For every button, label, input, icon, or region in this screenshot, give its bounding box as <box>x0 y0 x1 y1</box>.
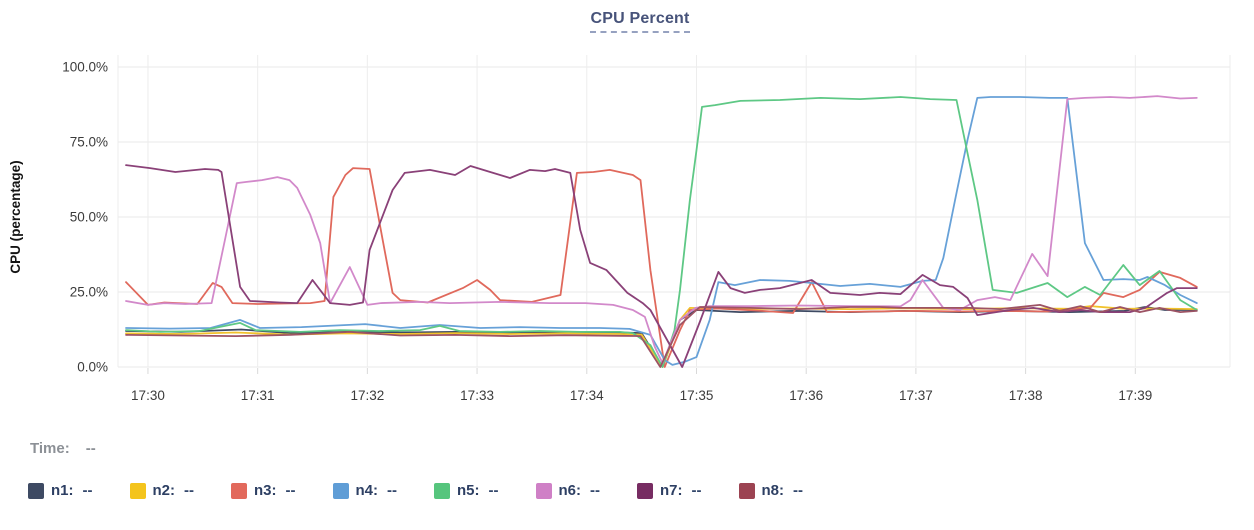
legend-label-n3: n3: <box>254 482 277 499</box>
series-line-n8 <box>125 303 1198 368</box>
y-axis-label: CPU (percentage) <box>8 160 23 273</box>
legend-value-n1: -- <box>82 482 93 499</box>
cpu-chart-svg[interactable]: 0.0% 25.0% 50.0% 75.0% 100.0% 17:30 17:31 17:32… <box>0 0 1254 420</box>
chart-title-row: CPU Percent <box>0 10 1254 33</box>
legend-swatch-n2 <box>129 482 146 499</box>
legend-value-n4: -- <box>387 482 397 499</box>
legend-swatch-n4 <box>332 482 349 499</box>
series-line-n4 <box>125 96 1198 366</box>
x-tick-label: 17:32 <box>350 388 384 403</box>
x-tick-label: 17:39 <box>1118 388 1152 403</box>
series-line-n5 <box>125 96 1198 368</box>
chart-title[interactable]: CPU Percent <box>590 10 690 33</box>
legend-swatch-n5 <box>434 482 450 499</box>
legend-item-n7[interactable]: n7: -- <box>637 482 702 499</box>
y-tick-label: 25.0% <box>70 285 108 300</box>
x-tick-label: 17:31 <box>241 388 275 403</box>
legend-item-n2[interactable]: n2: -- <box>129 482 194 499</box>
legend-label-n6: n6: <box>558 482 582 499</box>
y-tick-label: 100.0% <box>62 60 108 75</box>
x-tick-label: 17:38 <box>1009 388 1043 403</box>
legend-swatch-n1 <box>28 482 44 499</box>
y-tick-label: 50.0% <box>70 210 108 225</box>
legend-label-n4: n4: <box>355 482 379 499</box>
legend-value-n7: -- <box>691 482 702 499</box>
y-tick-label: 75.0% <box>70 135 108 150</box>
legend-value-n2: -- <box>184 482 194 499</box>
legend-swatch-n7 <box>637 482 653 499</box>
legend-swatch-n3 <box>231 482 247 499</box>
legend-swatch-n8 <box>738 482 755 499</box>
legend-value-n8: -- <box>793 482 803 499</box>
series-line-n6 <box>125 95 1198 365</box>
time-label: Time: <box>30 440 70 457</box>
legend-item-n1[interactable]: n1: -- <box>28 482 93 499</box>
legend-swatch-n6 <box>535 482 552 499</box>
x-tick-label: 17:30 <box>131 388 165 403</box>
time-value: -- <box>85 440 96 457</box>
legend-value-n5: -- <box>488 482 499 499</box>
chart-legend: n1: -- n2: -- n3: -- n4: -- n5: -- n6: -- n7: -- n8: -- <box>28 482 803 499</box>
series-line-n7 <box>125 164 1198 368</box>
legend-item-n6[interactable]: n6: -- <box>535 482 600 499</box>
legend-label-n5: n5: <box>457 482 480 499</box>
legend-item-n5[interactable]: n5: -- <box>434 482 499 499</box>
legend-label-n2: n2: <box>152 482 176 499</box>
legend-item-n8[interactable]: n8: -- <box>738 482 803 499</box>
time-readout: Time: -- <box>30 440 96 457</box>
series-line-n1 <box>125 306 1198 368</box>
x-tick-label: 17:37 <box>899 388 933 403</box>
series-line-n3 <box>125 167 1198 368</box>
x-tick-label: 17:35 <box>680 388 714 403</box>
x-tick-label: 17:34 <box>570 388 604 403</box>
legend-value-n6: -- <box>590 482 600 499</box>
legend-value-n3: -- <box>285 482 296 499</box>
y-tick-label: 0.0% <box>77 360 108 375</box>
legend-item-n3[interactable]: n3: -- <box>231 482 296 499</box>
legend-label-n7: n7: <box>660 482 683 499</box>
legend-label-n8: n8: <box>761 482 785 499</box>
x-tick-label: 17:33 <box>460 388 494 403</box>
series-line-n2 <box>125 305 1198 368</box>
x-tick-label: 17:36 <box>789 388 823 403</box>
legend-item-n4[interactable]: n4: -- <box>332 482 397 499</box>
legend-label-n1: n1: <box>51 482 74 499</box>
